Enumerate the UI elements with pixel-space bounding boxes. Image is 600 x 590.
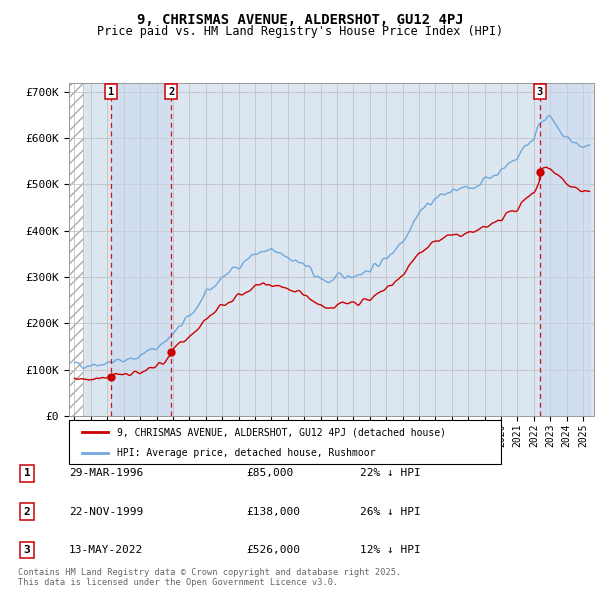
Text: Contains HM Land Registry data © Crown copyright and database right 2025.
This d: Contains HM Land Registry data © Crown c… xyxy=(18,568,401,587)
Text: HPI: Average price, detached house, Rushmoor: HPI: Average price, detached house, Rush… xyxy=(116,448,375,458)
Text: 13-MAY-2022: 13-MAY-2022 xyxy=(69,545,143,555)
Text: 26% ↓ HPI: 26% ↓ HPI xyxy=(360,507,421,516)
Bar xyxy=(69,83,83,416)
Text: Price paid vs. HM Land Registry's House Price Index (HPI): Price paid vs. HM Land Registry's House … xyxy=(97,25,503,38)
Text: 2: 2 xyxy=(168,87,174,97)
Text: 22-NOV-1999: 22-NOV-1999 xyxy=(69,507,143,516)
FancyBboxPatch shape xyxy=(69,420,501,464)
Text: £526,000: £526,000 xyxy=(246,545,300,555)
Text: 9, CHRISMAS AVENUE, ALDERSHOT, GU12 4PJ (detached house): 9, CHRISMAS AVENUE, ALDERSHOT, GU12 4PJ … xyxy=(116,428,446,437)
Text: 3: 3 xyxy=(23,545,31,555)
Bar xyxy=(69,83,83,416)
Text: 1: 1 xyxy=(23,468,31,478)
Text: 1: 1 xyxy=(108,87,115,97)
Text: 29-MAR-1996: 29-MAR-1996 xyxy=(69,468,143,478)
Text: £138,000: £138,000 xyxy=(246,507,300,516)
Text: 12% ↓ HPI: 12% ↓ HPI xyxy=(360,545,421,555)
Bar xyxy=(111,83,171,416)
Text: £85,000: £85,000 xyxy=(246,468,293,478)
Bar xyxy=(540,83,590,416)
Text: 9, CHRISMAS AVENUE, ALDERSHOT, GU12 4PJ: 9, CHRISMAS AVENUE, ALDERSHOT, GU12 4PJ xyxy=(137,13,463,27)
Text: 2: 2 xyxy=(23,507,31,516)
Text: 3: 3 xyxy=(536,87,543,97)
Text: 22% ↓ HPI: 22% ↓ HPI xyxy=(360,468,421,478)
